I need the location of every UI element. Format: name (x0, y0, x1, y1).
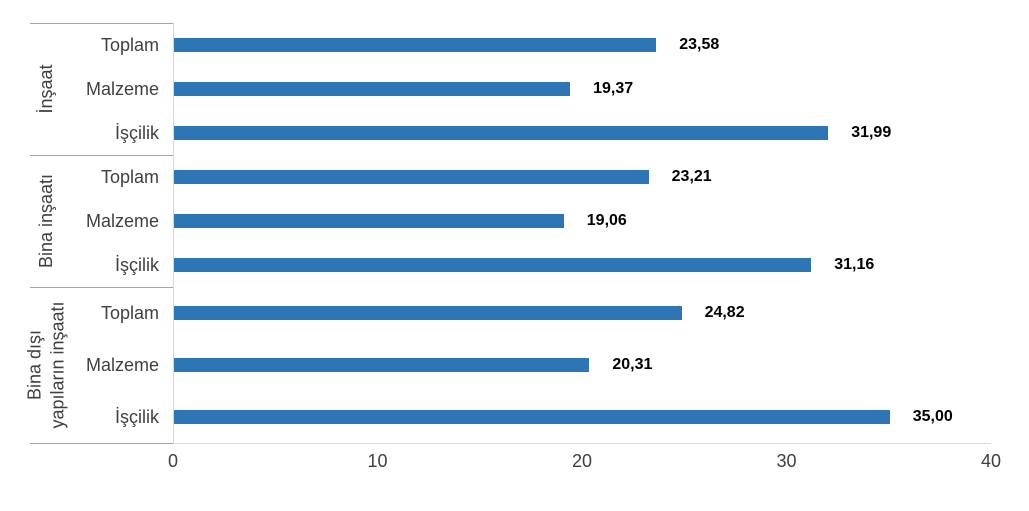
category-group: Bina inşaatı Toplam 23,21 Malzeme 19,06 İşçil… (0, 155, 1029, 287)
category-group: İnşaat Toplam 23,58 Malzeme 19,37 İşçilik 31,9… (0, 23, 1029, 155)
category-label: İşçilik (115, 406, 159, 427)
x-tick: 20 (571, 451, 593, 471)
bar-track: 23,58 (173, 23, 1029, 67)
group-divider-line (30, 23, 173, 24)
bar-track: 31,16 (173, 243, 1029, 287)
x-tick: 10 (367, 451, 388, 471)
bar-track: 19,06 (173, 199, 1029, 243)
value-label: 20,31 (612, 356, 653, 373)
value-label: 31,16 (834, 256, 875, 273)
value-label: 23,58 (679, 36, 720, 53)
bar-row: İşçilik 35,00 (0, 391, 1029, 443)
bar (174, 82, 571, 96)
value-label: 24,82 (704, 304, 745, 321)
bar-row: Malzeme 20,31 (0, 339, 1029, 391)
group-divider-line (30, 155, 173, 156)
value-label: 19,37 (593, 80, 634, 97)
x-tick: 0 (167, 451, 179, 471)
x-axis-ticks: 0 10 20 30 40 (168, 451, 1001, 475)
bar-row: Malzeme 19,37 (0, 67, 1029, 111)
x-tick: 30 (776, 451, 797, 471)
value-axis-line (173, 443, 991, 444)
group-divider-line (30, 287, 173, 288)
value-label: 23,21 (671, 168, 712, 185)
bar-track: 19,37 (173, 67, 1029, 111)
category-label: İşçilik (115, 122, 159, 143)
group-label: İnşaat (35, 64, 56, 114)
bar-row: Toplam 24,82 (0, 287, 1029, 339)
category-label: Toplam (100, 34, 159, 55)
group-label: Bina inşaatı (35, 173, 56, 269)
plot-area: İnşaat Toplam 23,58 Malzeme 19,37 İşçilik 31,9… (0, 23, 1029, 443)
category-label: Toplam (100, 166, 159, 187)
value-label: 31,99 (851, 124, 892, 141)
bar (174, 214, 564, 228)
bar-track: 35,00 (173, 391, 1029, 443)
category-area-bottom-line (30, 443, 173, 444)
bar-track: 20,31 (173, 339, 1029, 391)
bar-track: 31,99 (173, 111, 1029, 155)
bar (174, 126, 829, 140)
bar (174, 38, 657, 52)
bar-track: 23,21 (173, 155, 1029, 199)
category-axis-line (173, 23, 174, 443)
group-label: Bina dışı yapıların inşaatı (24, 301, 68, 429)
category-label: Malzeme (85, 78, 159, 99)
value-label: 19,06 (586, 212, 627, 229)
bar-row: Toplam 23,21 (0, 155, 1029, 199)
category-group: Bina dışı yapıların inşaatı Toplam 24,82 Ma… (0, 287, 1029, 443)
bar-row: Malzeme 19,06 (0, 199, 1029, 243)
bar-row: İşçilik 31,16 (0, 243, 1029, 287)
value-label: 35,00 (912, 408, 953, 425)
category-label: Malzeme (85, 354, 159, 375)
bar-track: 24,82 (173, 287, 1029, 339)
bar-row: İşçilik 31,99 (0, 111, 1029, 155)
bar (174, 306, 682, 320)
bar (174, 358, 590, 372)
category-label: İşçilik (115, 254, 159, 275)
category-label: Malzeme (85, 210, 159, 231)
x-tick: 40 (980, 451, 1002, 471)
bar (174, 170, 649, 184)
bar-row: Toplam 23,58 (0, 23, 1029, 67)
bar (174, 258, 812, 272)
bar (174, 410, 890, 424)
category-label: Toplam (100, 302, 159, 323)
